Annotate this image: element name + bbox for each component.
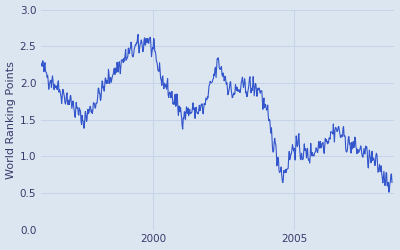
Y-axis label: World Ranking Points: World Ranking Points bbox=[6, 61, 16, 178]
